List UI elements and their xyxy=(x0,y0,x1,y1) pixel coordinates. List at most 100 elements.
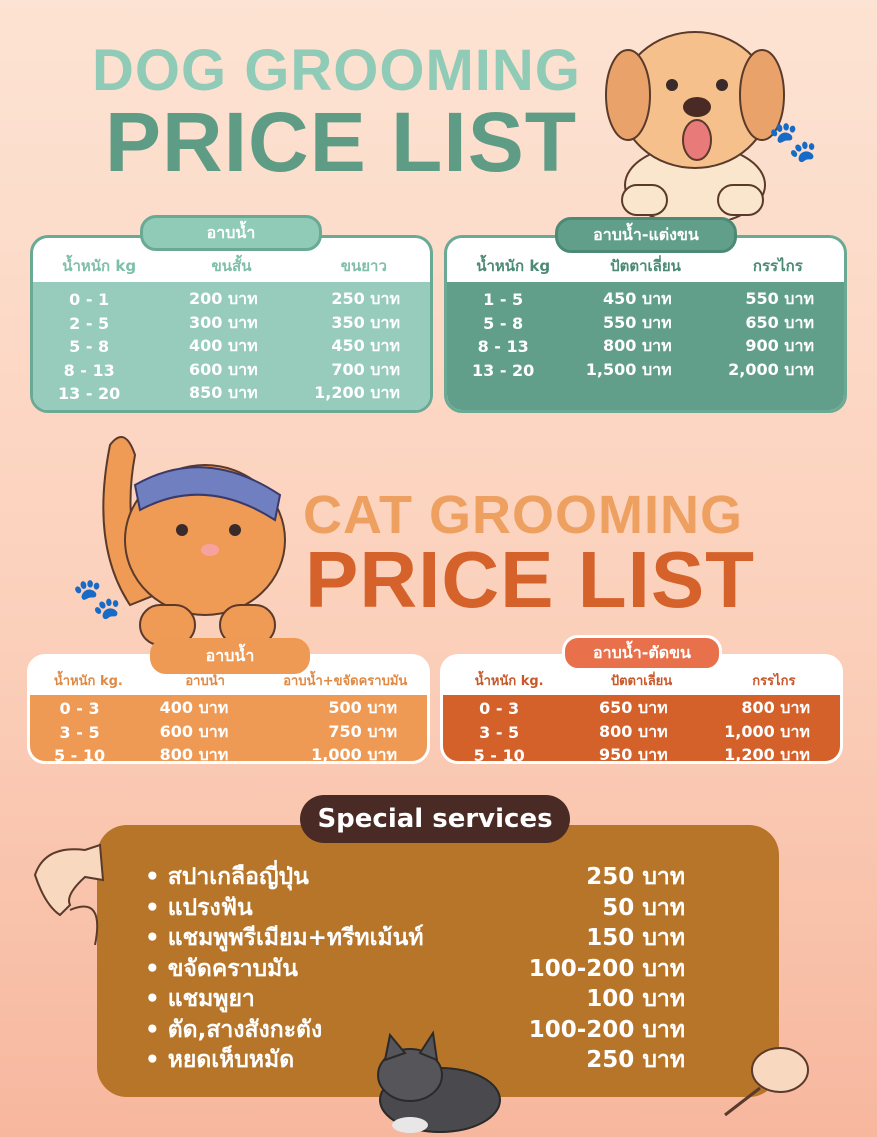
bullet-icon: • xyxy=(145,955,160,982)
col-header: น้ำหนัก kg xyxy=(476,257,551,275)
table-cell: 0 - 3 xyxy=(59,699,100,719)
col-header: อาบน้ำ xyxy=(185,674,225,689)
table-row: 5 - 10 800 บาท 1,000 บาท xyxy=(30,744,427,764)
service-name: ขจัดคราบมัน xyxy=(167,955,298,982)
bullet-icon: • xyxy=(145,894,160,921)
service-price: 100 บาท xyxy=(586,986,685,1013)
table-cell: 1,000 บาท xyxy=(311,745,398,764)
cat-title-line1: CAT GROOMING xyxy=(303,485,743,545)
dog-title-line1: DOG GROOMING xyxy=(92,38,581,103)
dog-bath-table: น้ำหนัก kg ขนสั้น ขนยาว 0 - 1 200 บาท 250 … xyxy=(30,235,433,413)
service-price: 100-200 บาท xyxy=(528,955,685,982)
dog-groom-table: น้ำหนัก kg ปัตตาเลี่ยน กรรไกร 1 - 5 450 บ… xyxy=(444,235,847,413)
dog-bath-label: อาบน้ำ xyxy=(140,215,322,251)
service-name: แปรงฟัน xyxy=(167,894,253,921)
bullet-icon: • xyxy=(145,986,160,1013)
table-cell: 800 บาท xyxy=(159,745,229,764)
col-header: กรรไกร xyxy=(752,257,803,275)
table-cell: 350 บาท xyxy=(331,312,400,332)
table-row: 8 - 13 800 บาท 900 บาท xyxy=(447,335,844,359)
table-row: 5 - 8 550 บาท 650 บาท xyxy=(447,312,844,336)
dog-groom-label: อาบน้ำ-แต่งขน xyxy=(555,217,737,253)
table-cell: 5 - 8 xyxy=(69,337,110,357)
service-price: 250 บาท xyxy=(586,1047,685,1074)
table-row: 13 - 20 850 บาท 1,200 บาท xyxy=(33,382,430,406)
table-cell: 8 - 13 xyxy=(63,360,115,380)
table-cell: 300 บาท xyxy=(189,312,258,332)
table-row: 3 - 5 800 บาท 1,000 บาท xyxy=(443,721,840,745)
table-cell: 5 - 8 xyxy=(483,313,524,333)
table-cell: 0 - 1 xyxy=(69,290,110,310)
service-name: แชมพูพรีเมียม+ทรีทเม้นท์ xyxy=(167,925,424,952)
table-cell: 400 บาท xyxy=(189,336,258,356)
cat-bath-table: น้ำหนัก kg. อาบน้ำ อาบน้ำ+ขจัดคราบมัน 0 … xyxy=(27,654,430,764)
col-header: น้ำหนัก kg xyxy=(62,257,137,275)
table-cell: 900 บาท xyxy=(745,336,814,356)
table-cell: 600 บาท xyxy=(159,721,229,741)
table-cell: 400 บาท xyxy=(159,698,229,718)
table-row: 8 - 13 600 บาท 700 บาท xyxy=(33,359,430,383)
table-row: 3 - 5 600 บาท 750 บาท xyxy=(30,721,427,745)
service-price: 150 บาท xyxy=(586,925,685,952)
table-cell: 450 บาท xyxy=(603,289,672,309)
table-row: 1 - 5 450 บาท 550 บาท xyxy=(447,288,844,312)
bullet-icon: • xyxy=(145,1047,160,1074)
special-box xyxy=(97,825,779,1097)
table-cell: 1,200 บาท xyxy=(314,383,400,403)
table-cell: 800 บาท xyxy=(603,336,672,356)
table-cell: 600 บาท xyxy=(189,359,258,379)
table-cell: 3 - 5 xyxy=(59,722,100,742)
cat-bath-label: อาบน้ำ xyxy=(150,638,310,674)
col-header: ขนสั้น xyxy=(211,257,252,275)
cat-groom-label: อาบน้ำ-ตัดขน xyxy=(562,635,722,671)
table-cell: 2 - 5 xyxy=(69,313,110,333)
table-cell: 550 บาท xyxy=(603,312,672,332)
table-cell: 550 บาท xyxy=(745,289,814,309)
col-header: อาบน้ำ+ขจัดคราบมัน xyxy=(283,674,408,689)
service-item: • แชมพูยา 100 บาท xyxy=(145,984,685,1015)
col-header: ขนยาว xyxy=(340,257,387,275)
table-cell: 800 บาท xyxy=(599,721,668,741)
table-cell: 5 - 10 xyxy=(473,746,525,764)
cat-groom-table: น้ำหนัก kg. ปัตตาเลี่ยน กรรไกร 0 - 3 650 … xyxy=(440,654,843,764)
service-name: ตัด,สางสังกะตัง xyxy=(167,1016,323,1043)
table-row: 0 - 3 400 บาท 500 บาท xyxy=(30,697,427,721)
dog-title-line2: PRICE LIST xyxy=(105,95,578,189)
table-cell: 0 - 3 xyxy=(479,699,520,719)
table-cell: 250 บาท xyxy=(331,289,400,309)
table-cell: 13 - 20 xyxy=(58,384,121,404)
table-cell: 850 บาท xyxy=(189,383,258,403)
table-cell: 8 - 13 xyxy=(477,337,529,357)
service-name: หยดเห็บหมัด xyxy=(167,1047,295,1074)
table-cell: 700 บาท xyxy=(331,359,400,379)
brush-icon xyxy=(724,1047,809,1117)
special-title: Special services xyxy=(300,795,570,843)
service-item: • แชมพูพรีเมียม+ทรีทเม้นท์ 150 บาท xyxy=(145,923,685,954)
table-cell: 1,200 บาท xyxy=(724,745,810,764)
table-row: 2 - 5 300 บาท 350 บาท xyxy=(33,312,430,336)
table-cell: 13 - 20 xyxy=(472,360,535,380)
table-cell: 1,500 บาท xyxy=(585,359,672,379)
table-cell: 1,000 บาท xyxy=(724,721,810,741)
table-cell: 2,000 บาท xyxy=(728,359,814,379)
col-header: ปัตตาเลี่ยน xyxy=(610,257,681,275)
service-price: 100-200 บาท xyxy=(528,1016,685,1043)
bullet-icon: • xyxy=(145,1016,160,1043)
table-cell: 750 บาท xyxy=(328,721,398,741)
special-list: • สปาเกลือญี่ปุ่น 250 บาท • แปรงฟัน 50 บาท • แช… xyxy=(145,862,685,1076)
table-row: 5 - 10 950 บาท 1,200 บาท xyxy=(443,744,840,764)
service-price: 50 บาท xyxy=(602,894,685,921)
service-item: • แปรงฟัน 50 บาท xyxy=(145,893,685,924)
table-cell: 650 บาท xyxy=(745,312,814,332)
col-header: น้ำหนัก kg. xyxy=(53,674,123,689)
cat-title-line2: PRICE LIST xyxy=(305,535,756,624)
table-cell: 1 - 5 xyxy=(483,290,524,310)
service-name: สปาเกลือญี่ปุ่น xyxy=(167,864,309,891)
table-cell: 450 บาท xyxy=(331,336,400,356)
hair-dryer-icon xyxy=(33,843,105,945)
service-item: • หยดเห็บหมัด 250 บาท xyxy=(145,1045,685,1076)
table-cell: 800 บาท xyxy=(741,698,810,718)
table-cell: 950 บาท xyxy=(599,745,668,764)
table-row: 5 - 8 400 บาท 450 บาท xyxy=(33,335,430,359)
service-price: 250 บาท xyxy=(586,864,685,891)
